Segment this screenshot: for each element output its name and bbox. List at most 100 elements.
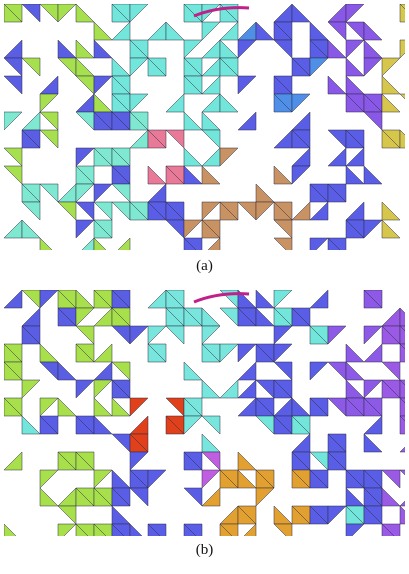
mosaic-tile [22, 380, 40, 398]
mosaic-tile [40, 470, 58, 488]
mosaic-tile [40, 362, 58, 380]
mosaic-tile [202, 470, 220, 488]
mosaic-tile [202, 202, 220, 220]
mosaic-tile [202, 76, 220, 94]
mosaic-tile [94, 308, 112, 326]
mosaic-tile [256, 184, 274, 202]
mosaic-tile [310, 290, 328, 308]
mosaic-tile [76, 94, 94, 112]
mosaic-tile [58, 4, 76, 22]
mosaic-tile [364, 416, 382, 434]
mosaic-tile [274, 238, 292, 250]
mosaic-tile [202, 148, 220, 166]
panel-caption: (a) [0, 258, 409, 275]
mosaic-tile [148, 290, 166, 308]
mosaic-tile [238, 22, 256, 40]
mosaic-tile [328, 22, 346, 40]
mosaic-tile [130, 524, 148, 536]
mosaic-tile [346, 4, 364, 22]
mosaic-tile [256, 488, 274, 506]
mosaic-tile [4, 290, 22, 308]
mosaic-tile [382, 58, 400, 76]
mosaic-tile [76, 184, 94, 202]
mosaic-tile [130, 4, 148, 22]
mosaic-tile [382, 220, 400, 238]
mosaic-tile [166, 94, 184, 112]
mosaic-tile [238, 380, 256, 398]
mosaic-tile [328, 326, 346, 344]
mosaic-tile [112, 470, 130, 488]
mosaic-tile [274, 40, 292, 58]
mosaic-tile [220, 506, 238, 524]
mosaic-tile [220, 380, 238, 398]
mosaic-tile [328, 4, 346, 22]
mosaic-tile [220, 40, 238, 58]
mosaic-tile [184, 112, 202, 130]
mosaic-tile [256, 290, 274, 308]
mosaic-tile [346, 22, 364, 40]
mosaic-tile [184, 148, 202, 166]
mosaic-tile [292, 202, 310, 220]
mosaic-tile [112, 362, 130, 380]
mosaic-tile [130, 58, 148, 76]
mosaic-tile [310, 362, 328, 380]
mosaic-tile [310, 452, 328, 470]
mosaic-tile [346, 58, 364, 76]
mosaic-tile [58, 524, 76, 536]
mosaic-tile [400, 40, 405, 58]
mosaic-tile [76, 238, 94, 250]
mosaic-tile [94, 416, 112, 434]
mosaic-tile [184, 488, 202, 506]
mosaic-tile [346, 148, 364, 166]
mosaic-tile [184, 362, 202, 380]
mosaic-tile [328, 130, 346, 148]
mosaic-tile [184, 166, 202, 184]
mosaic-tile [94, 94, 112, 112]
mosaic-tile [346, 202, 364, 220]
mosaic-tile [382, 308, 400, 326]
mosaic-tile [58, 506, 76, 524]
mosaic-tile [274, 362, 292, 380]
mosaic-tile [130, 130, 148, 148]
mosaic-tile [184, 40, 202, 58]
mosaic-tile [22, 220, 40, 238]
mosaic-tile [346, 40, 364, 58]
mosaic-tile [364, 344, 382, 362]
mosaic-tile [40, 130, 58, 148]
mosaic-tile [238, 40, 256, 58]
mosaic-tile [364, 220, 382, 238]
mosaic-tile [238, 470, 256, 488]
mosaic-tile [4, 220, 22, 238]
mosaic-tile [364, 40, 382, 58]
mosaic-tile [292, 148, 310, 166]
mosaic-tile [94, 22, 112, 40]
mosaic-tile [346, 380, 364, 398]
mosaic-tile [328, 362, 346, 380]
mosaic-tile [40, 290, 58, 308]
mosaic-tile [112, 202, 130, 220]
mosaic-tile [202, 94, 220, 112]
mosaic-tile [220, 308, 238, 326]
mosaic-tile [184, 220, 202, 238]
mosaic-tile [274, 398, 292, 416]
mosaic-tile [256, 380, 274, 398]
mosaic-tile [202, 40, 220, 58]
mosaic-tile [94, 184, 112, 202]
mosaic-tile [382, 94, 400, 112]
mosaic-tile [58, 58, 76, 76]
mosaic-tile [166, 398, 184, 416]
mosaic-tile [184, 416, 202, 434]
mosaic-tile [94, 344, 112, 362]
mosaic-tile [400, 488, 405, 506]
mosaic-tile [310, 58, 328, 76]
mosaic-tile [238, 112, 256, 130]
mosaic-tile [256, 308, 274, 326]
mosaic-tile [76, 220, 94, 238]
mosaic-tile [130, 398, 148, 416]
mosaic-tile [130, 326, 148, 344]
mosaic-tile [22, 308, 40, 326]
mosaic-tile [202, 434, 220, 452]
mosaic-tile [94, 380, 112, 398]
mosaic-tile [202, 22, 220, 40]
mosaic-tile [382, 76, 400, 94]
